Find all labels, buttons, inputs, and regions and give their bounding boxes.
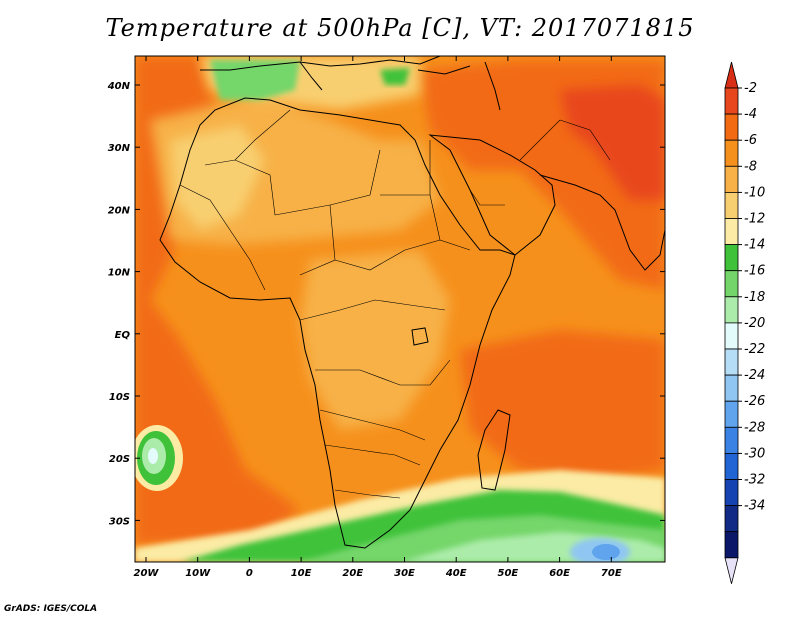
lat-label: 10S xyxy=(109,392,130,403)
lon-label: 10E xyxy=(291,568,312,579)
temperature-field xyxy=(135,56,665,562)
borders xyxy=(179,109,611,499)
colorbar-label: -28 xyxy=(744,420,765,435)
plot-frame xyxy=(134,55,666,563)
colorbar-swatch xyxy=(724,244,739,272)
lon-label: 50E xyxy=(498,568,519,579)
colorbar-swatch xyxy=(724,191,739,219)
coast-africa xyxy=(159,97,516,549)
lon-label: 60E xyxy=(549,568,570,579)
colorbar-swatch xyxy=(724,452,739,480)
latitude-axis: 40N 30N 20N 10N EQ 10S 20S 30S xyxy=(107,81,665,527)
colorbar-label: -20 xyxy=(744,316,765,331)
lat-label: 20S xyxy=(109,454,130,465)
colorbar-swatch xyxy=(724,322,739,350)
colorbar-top-arrow xyxy=(724,61,739,89)
colorbar-label: -32 xyxy=(744,473,765,488)
coast-italy xyxy=(299,61,323,91)
field-aegean-cold xyxy=(380,68,410,85)
colorbar-swatch xyxy=(724,426,739,454)
coastlines xyxy=(159,56,665,549)
colorbar-label: -6 xyxy=(744,133,757,148)
colorbar-label: -22 xyxy=(744,342,765,357)
lat-label: 10N xyxy=(108,268,131,279)
field-sahara-light xyxy=(170,125,265,230)
colorbar-swatch xyxy=(724,479,739,507)
colorbar-label: -10 xyxy=(744,185,765,200)
lat-label: EQ xyxy=(115,330,131,341)
coast-lake-victoria xyxy=(411,327,429,346)
colorbar-label: -14 xyxy=(744,238,765,253)
colorbar-swatch xyxy=(724,87,739,115)
lon-label: 70E xyxy=(601,568,622,579)
lon-label: 20W xyxy=(134,568,160,579)
colorbar-bottom-arrow xyxy=(724,557,739,584)
lat-label: 30N xyxy=(108,143,131,154)
colorbar-label: -8 xyxy=(744,159,757,174)
colorbar-swatch xyxy=(724,348,739,376)
field-asia-hottest xyxy=(560,85,665,200)
lon-label: 40E xyxy=(445,568,467,579)
colorbar-swatch xyxy=(724,400,739,428)
coast-madagascar xyxy=(477,409,511,491)
colorbar-label: -18 xyxy=(744,290,765,305)
lon-label: 0 xyxy=(246,568,253,579)
colorbar-label: -2 xyxy=(744,81,757,96)
field-indian-ocean xyxy=(460,330,665,480)
colorbar-swatch xyxy=(724,270,739,298)
lat-label: 20N xyxy=(108,205,131,216)
coast-black-sea xyxy=(417,65,471,75)
lon-label: 30E xyxy=(394,568,415,579)
longitude-axis: 20W 10W 0 10E 20E 30E 40E 50E 60E 70E xyxy=(134,56,622,579)
colorbar-swatch xyxy=(724,139,739,167)
lon-label: 20E xyxy=(342,568,363,579)
coast-south-asia xyxy=(539,174,665,271)
map-title: Temperature at 500hPa [C], VT: 201707181… xyxy=(105,14,695,42)
colorbar-swatch xyxy=(724,113,739,141)
field-cold-blue-inner xyxy=(592,544,620,560)
colorbar: -2 -4 -6 -8 -10 -12 -14 -16 -18 -20 -22 -24 -26 -28 -3… xyxy=(724,61,765,584)
colorbar-label: -30 xyxy=(744,446,765,461)
colorbar-label: -34 xyxy=(744,499,765,514)
field-cold-ring-core xyxy=(148,448,158,464)
credit-text: GrADS: IGES/COLA xyxy=(4,604,98,614)
lat-label: 30S xyxy=(109,516,130,527)
colorbar-swatch xyxy=(724,531,739,559)
colorbar-swatch xyxy=(724,165,739,193)
lon-label: 10W xyxy=(185,568,211,579)
colorbar-swatch xyxy=(724,296,739,324)
lat-label: 40N xyxy=(107,81,131,92)
coast-caspian xyxy=(484,61,501,111)
colorbar-swatch xyxy=(724,218,739,246)
coast-europe xyxy=(200,56,441,71)
colorbar-swatch xyxy=(724,374,739,402)
colorbar-label: -26 xyxy=(744,394,765,409)
colorbar-label: -16 xyxy=(744,264,765,279)
colorbar-label: -24 xyxy=(744,368,765,383)
colorbar-label: -12 xyxy=(744,212,765,227)
colorbar-label: -4 xyxy=(744,107,757,122)
colorbar-swatch xyxy=(724,505,739,533)
coast-arabia xyxy=(428,134,556,256)
